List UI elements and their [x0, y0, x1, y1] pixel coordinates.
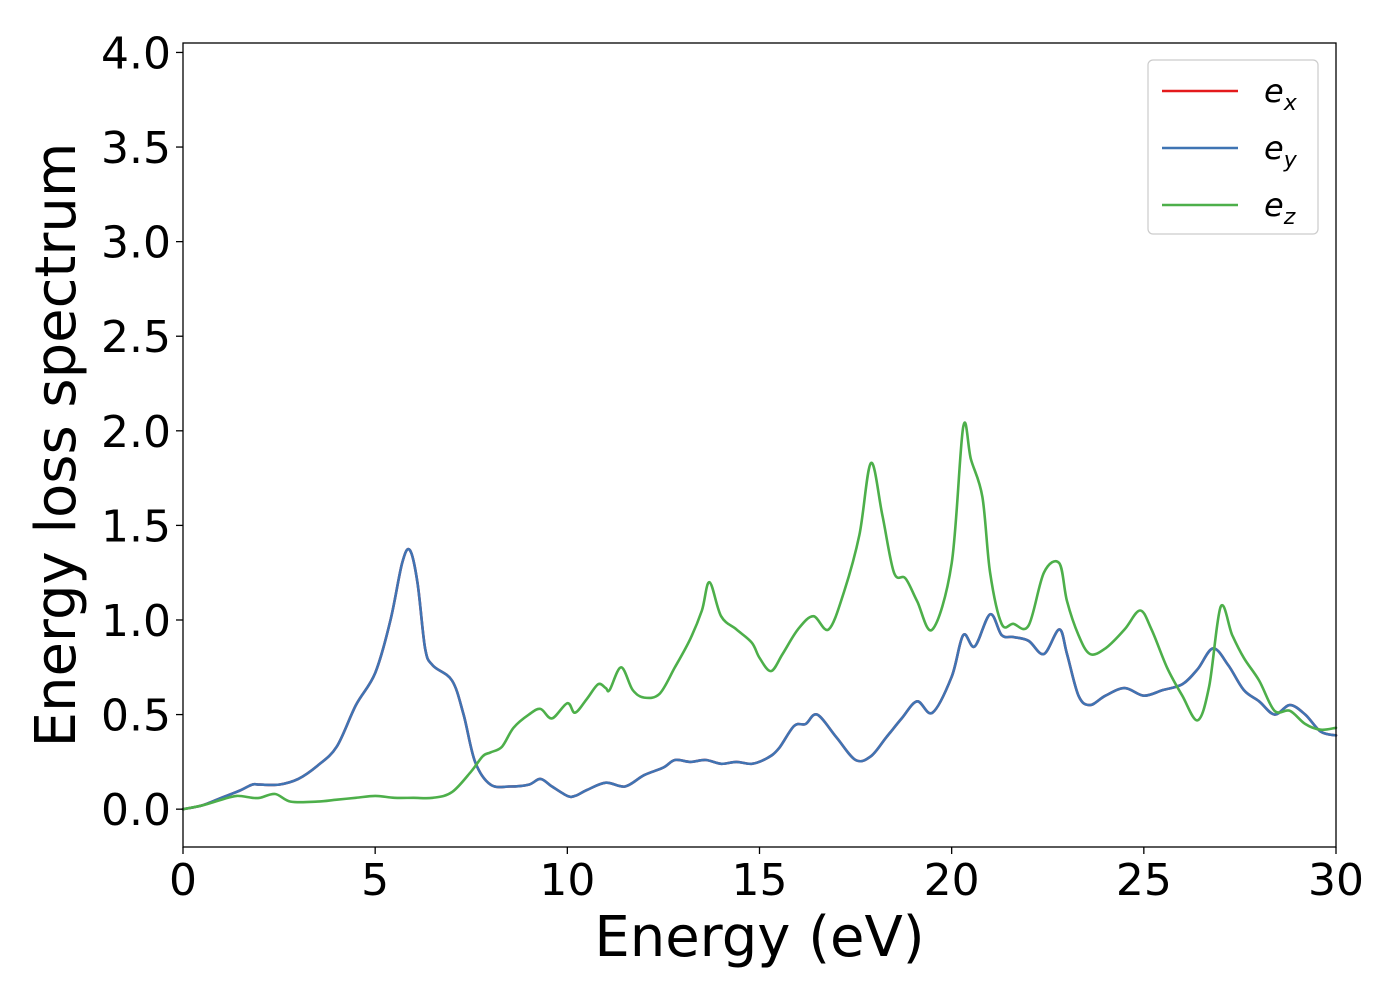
- y-tick-label: 1.5: [101, 501, 171, 552]
- y-tick-label: 3.5: [101, 123, 171, 174]
- plot-frame: [182, 42, 1337, 848]
- x-tick-label: 30: [1308, 855, 1364, 906]
- y-tick-label: 4.0: [101, 28, 171, 79]
- legend-label-e-z: ez: [1264, 186, 1296, 230]
- x-tick-label: 15: [732, 855, 788, 906]
- y-tick-label: 2.0: [101, 407, 171, 458]
- legend: ex ey ez: [1147, 59, 1319, 235]
- x-axis-ticks: 0 5 10 15 20 25 30: [169, 847, 1364, 906]
- y-tick-label: 3.0: [101, 218, 171, 269]
- series-line-e-z: [181, 421, 1338, 811]
- y-tick-label: 0.0: [101, 785, 171, 836]
- y-tick-label: 2.5: [101, 312, 171, 363]
- y-axis-ticks: 0.0 0.5 1.0 1.5 2.0 2.5 3.0 3.5 4.0: [101, 28, 183, 836]
- x-tick-label: 0: [169, 855, 197, 906]
- y-tick-label: 1.0: [101, 596, 171, 647]
- x-tick-label: 20: [924, 855, 980, 906]
- x-tick-label: 5: [361, 855, 389, 906]
- x-axis-title: Energy (eV): [594, 905, 924, 970]
- legend-label-e-x: ex: [1264, 72, 1298, 116]
- series-layer: [181, 421, 1338, 811]
- y-axis-title: Energy loss spectrum: [24, 143, 89, 748]
- y-tick-label: 0.5: [101, 691, 171, 742]
- x-tick-label: 25: [1116, 855, 1172, 906]
- series-line-e-y: [181, 547, 1338, 811]
- x-tick-label: 10: [539, 855, 595, 906]
- legend-label-e-y: ey: [1264, 129, 1298, 173]
